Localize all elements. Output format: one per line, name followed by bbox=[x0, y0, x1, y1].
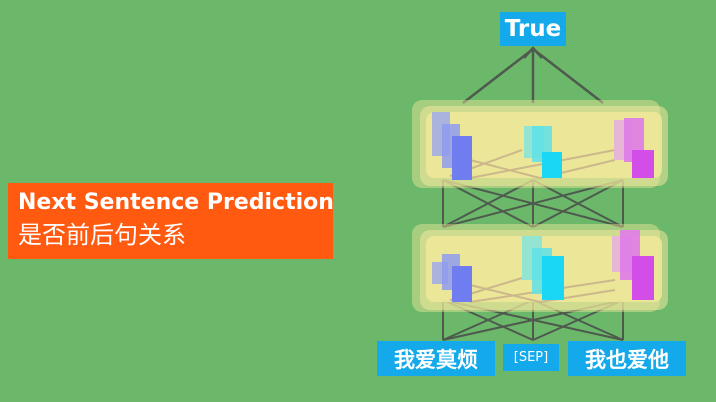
bottom-encoder-layer bbox=[412, 224, 668, 312]
token-vector-b bbox=[614, 118, 654, 178]
middle-connections bbox=[442, 179, 624, 228]
output-connection-line bbox=[462, 48, 534, 104]
token-vector-a bbox=[432, 254, 472, 302]
token-sentence-a: 我爱莫烦 bbox=[377, 341, 495, 376]
token-vector-a bbox=[432, 112, 472, 180]
title-line-english: Next Sentence Prediction bbox=[18, 190, 334, 215]
title-box: Next Sentence Prediction 是否前后句关系 bbox=[8, 183, 334, 259]
output-connections bbox=[462, 48, 604, 104]
token-separator: [SEP] bbox=[503, 344, 559, 371]
token-vector-sep bbox=[524, 126, 562, 178]
top-encoder-layer bbox=[412, 100, 668, 188]
token-sentence-b: 我也爱他 bbox=[568, 341, 686, 376]
title-line-chinese: 是否前后句关系 bbox=[18, 221, 186, 249]
output-connection-line bbox=[532, 48, 604, 104]
output-label: True bbox=[500, 12, 566, 46]
token-vector-b bbox=[612, 230, 654, 300]
output-arrowhead bbox=[523, 46, 543, 59]
token-vector-sep bbox=[522, 236, 564, 300]
